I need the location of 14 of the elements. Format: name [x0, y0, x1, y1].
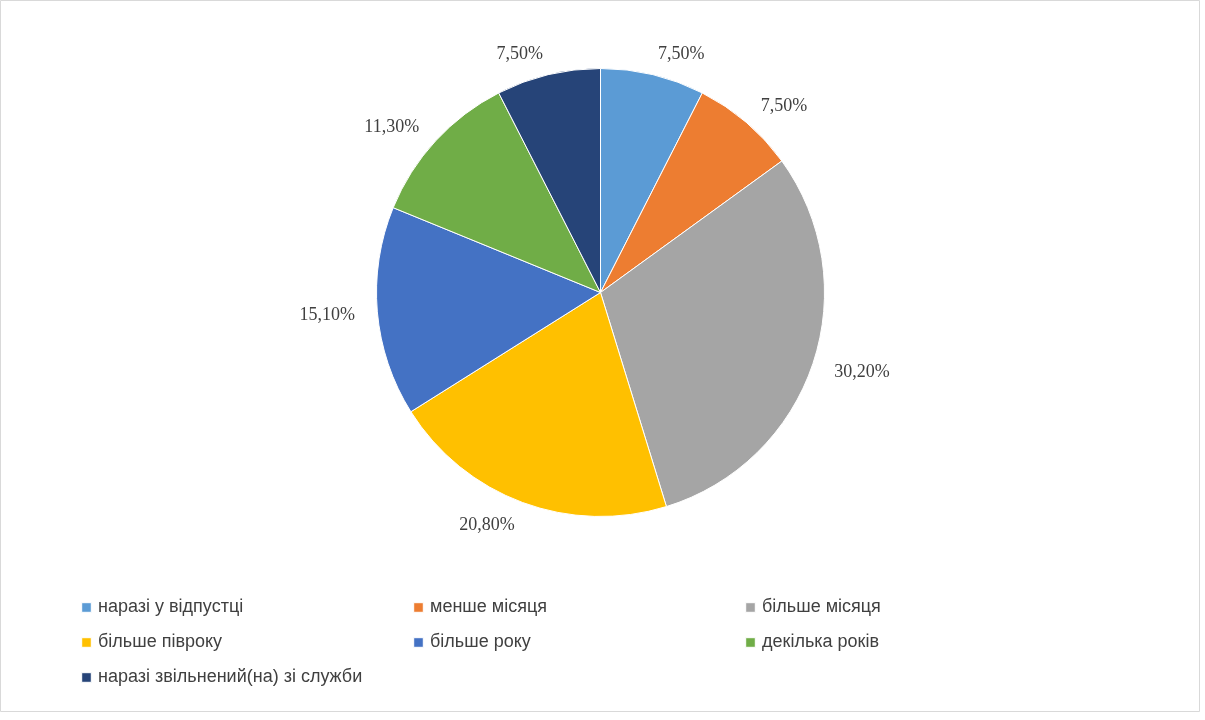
data-label: 15,10% [299, 303, 356, 324]
legend-label: декілька років [762, 631, 880, 652]
data-label: 30,20% [834, 360, 890, 381]
legend-label: менше місяця [430, 596, 548, 617]
legend-label: наразі звільнений(на) зі служби [98, 666, 364, 687]
data-label: 11,30% [364, 115, 420, 136]
data-label: 7,50% [496, 42, 543, 63]
legend-label: більше року [430, 631, 532, 652]
data-label: 7,50% [760, 95, 808, 116]
legend-label: більше місяця [762, 596, 882, 617]
legend-label: більше півроку [98, 631, 224, 652]
legend-label: наразі у відпустці [98, 596, 245, 617]
data-label: 7,50% [658, 42, 705, 63]
data-label: 20,80% [459, 513, 515, 534]
